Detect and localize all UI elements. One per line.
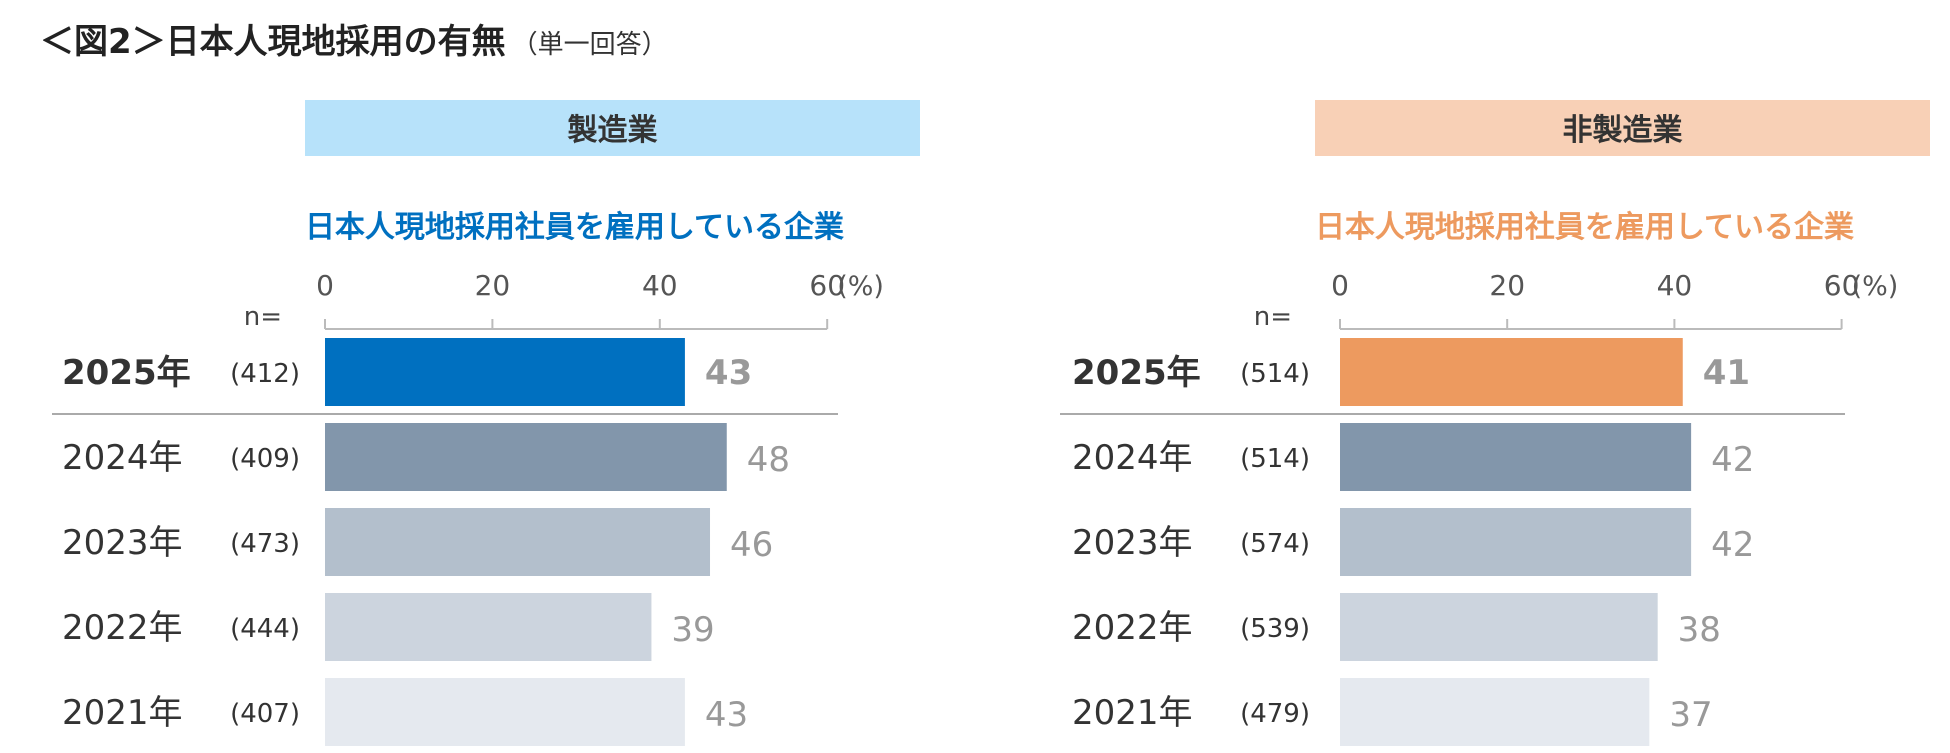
non-manufacturing-axis-tick-label: 60 (1824, 269, 1860, 302)
manufacturing-n-count: (407) (230, 699, 300, 729)
manufacturing-bar (325, 338, 685, 406)
non-manufacturing-banner (1315, 100, 1930, 156)
non-manufacturing-value-label: 42 (1711, 525, 1754, 565)
non-manufacturing-year-label: 2022年 (1072, 608, 1193, 648)
non-manufacturing-value-label: 42 (1711, 440, 1754, 480)
non-manufacturing-axis-tick-label: 20 (1489, 269, 1525, 302)
manufacturing-axis-tick-label: 20 (475, 269, 511, 302)
manufacturing-n-count: (473) (230, 529, 300, 559)
non-manufacturing-value-label: 37 (1669, 695, 1712, 735)
manufacturing-n-label: n= (244, 302, 282, 332)
non-manufacturing-bar (1340, 508, 1692, 576)
non-manufacturing-bar (1340, 423, 1692, 491)
non-manufacturing-value-label: 38 (1678, 610, 1721, 650)
manufacturing-year-label: 2024年 (62, 438, 183, 478)
manufacturing-bar (325, 508, 711, 576)
non-manufacturing-n-count: (539) (1240, 614, 1310, 644)
manufacturing-value-label: 43 (705, 353, 752, 393)
non-manufacturing-n-count: (479) (1240, 699, 1310, 729)
manufacturing-axis-tick-label: 60 (809, 269, 845, 302)
manufacturing-axis-tick-label: 0 (316, 269, 334, 302)
manufacturing-value-label: 43 (705, 695, 748, 735)
manufacturing-bar (325, 593, 652, 661)
manufacturing-value-label: 48 (747, 440, 790, 480)
non-manufacturing-bar (1340, 678, 1650, 746)
manufacturing-bar (325, 423, 727, 491)
non-manufacturing-bar (1340, 593, 1658, 661)
non-manufacturing-year-label: 2024年 (1072, 438, 1193, 478)
non-manufacturing-axis-tick-label: 0 (1331, 269, 1349, 302)
manufacturing-year-label: 2025年 (62, 353, 191, 393)
manufacturing-banner-label: 製造業 (568, 113, 658, 148)
manufacturing-axis-unit: (%) (837, 271, 884, 302)
manufacturing-n-count: (444) (230, 614, 300, 644)
non-manufacturing-year-label: 2023年 (1072, 523, 1193, 563)
non-manufacturing-n-label: n= (1254, 302, 1292, 332)
manufacturing-bar (325, 678, 685, 746)
non-manufacturing-axis-tick-label: 40 (1657, 269, 1693, 302)
manufacturing-subtitle: 日本人現地採用社員を雇用している企業 (305, 210, 844, 245)
non-manufacturing-banner-label: 非製造業 (1563, 113, 1683, 148)
non-manufacturing-bar (1340, 338, 1683, 406)
non-manufacturing-value-label: 41 (1703, 353, 1750, 393)
chart-title-main: ＜図2＞日本人現地採用の有無 (40, 22, 506, 62)
manufacturing-value-label: 39 (671, 610, 714, 650)
non-manufacturing-year-label: 2025年 (1072, 353, 1201, 393)
non-manufacturing-axis-unit: (%) (1852, 271, 1899, 302)
non-manufacturing-n-count: (514) (1240, 444, 1310, 474)
manufacturing-banner (305, 100, 920, 156)
non-manufacturing-subtitle: 日本人現地採用社員を雇用している企業 (1315, 210, 1854, 245)
manufacturing-year-label: 2023年 (62, 523, 183, 563)
manufacturing-n-count: (409) (230, 444, 300, 474)
manufacturing-year-label: 2021年 (62, 693, 183, 733)
manufacturing-axis-tick-label: 40 (642, 269, 678, 302)
manufacturing-value-label: 46 (730, 525, 773, 565)
chart-title-sub: （単一回答） (511, 30, 668, 60)
non-manufacturing-year-label: 2021年 (1072, 693, 1193, 733)
chart-title: ＜図2＞日本人現地採用の有無 （単一回答） (40, 14, 668, 63)
manufacturing-year-label: 2022年 (62, 608, 183, 648)
manufacturing-n-count: (412) (230, 359, 300, 389)
non-manufacturing-n-count: (514) (1240, 359, 1310, 389)
non-manufacturing-n-count: (574) (1240, 529, 1310, 559)
